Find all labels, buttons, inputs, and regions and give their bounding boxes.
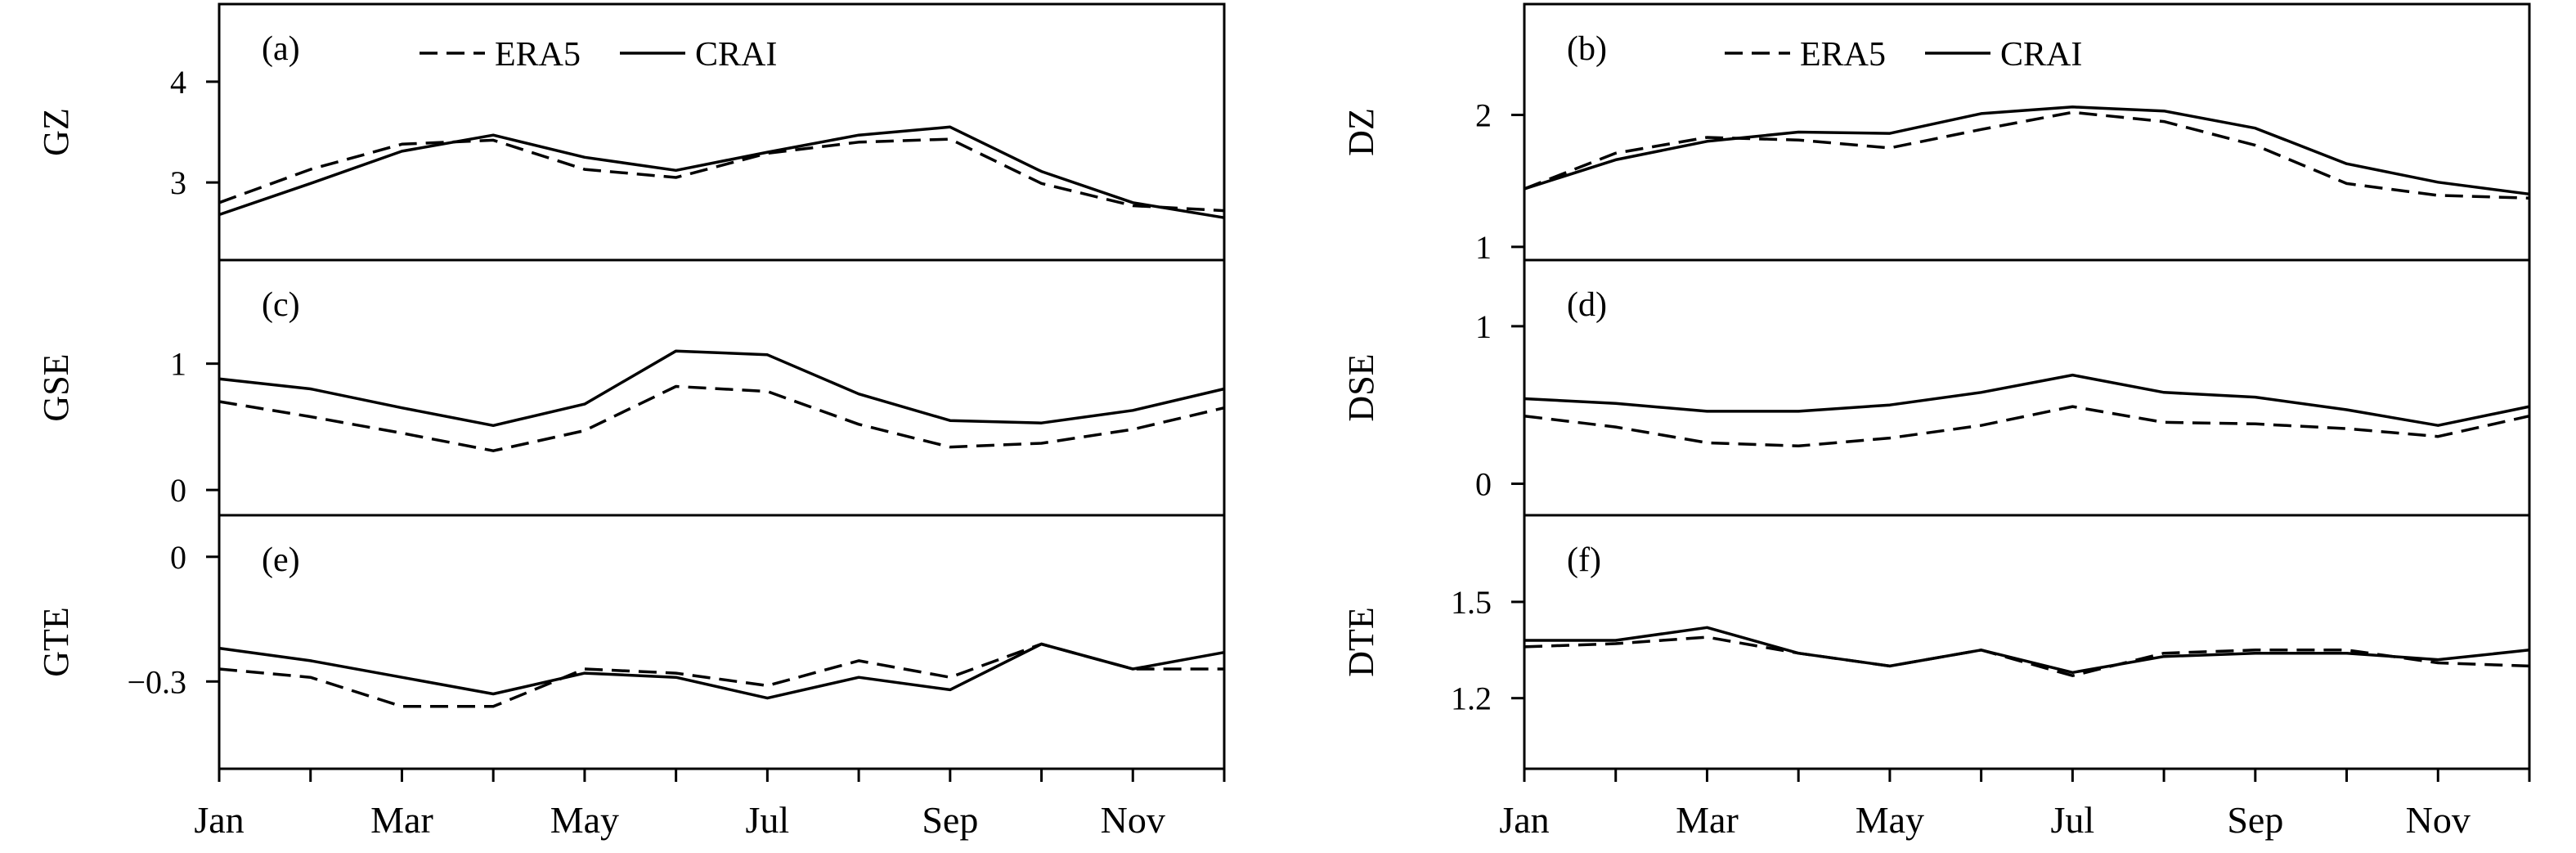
- x-tick-label: Jul: [746, 799, 790, 841]
- panel-label: (d): [1567, 286, 1607, 324]
- legend-label: CRAI: [2000, 36, 2082, 74]
- x-tick-label: Sep: [2227, 799, 2283, 841]
- y-tick-label: 2: [1475, 97, 1492, 134]
- legend: ERA5 CRAI: [1725, 36, 2082, 74]
- x-tick-label: May: [1856, 799, 1924, 841]
- series-line-crai: [218, 642, 1225, 700]
- legend-item-crai: CRAI: [620, 36, 777, 74]
- series-line-era5: [1524, 110, 2530, 200]
- panel-d: 0 1 DSE (d): [1341, 258, 2530, 502]
- series-line-era5: [218, 384, 1225, 452]
- y-tick-label: 0: [170, 472, 186, 509]
- y-tick-label: 1: [170, 346, 186, 383]
- legend-label: ERA5: [1800, 36, 1886, 74]
- x-tick-label: Jul: [2051, 799, 2095, 841]
- series-line-crai: [218, 125, 1225, 219]
- y-axis-label: DZ: [1341, 108, 1381, 156]
- legend-item-era5: ERA5: [1725, 36, 1886, 74]
- x-tick-label: Jan: [194, 799, 244, 841]
- y-tick-label: 0: [170, 539, 186, 576]
- legend-label: ERA5: [495, 36, 581, 74]
- panel-label: (e): [262, 541, 300, 579]
- x-tick-label: Mar: [370, 799, 433, 841]
- chart-column-right: 1 2 DZ (b) ERA5 CRAI 0 1 DSE (d) 1.2 1.5 DTE (f) Jan Ma…: [1341, 2, 2531, 841]
- y-axis-label: DTE: [1341, 607, 1381, 677]
- x-tick-label: Sep: [922, 799, 978, 841]
- y-tick-label: 1.2: [1451, 680, 1492, 717]
- y-tick-label: 3: [170, 164, 186, 201]
- panel-f: 1.2 1.5 DTE (f): [1341, 514, 2530, 717]
- legend-item-era5: ERA5: [420, 36, 581, 74]
- y-tick-label: −0.3: [127, 663, 186, 700]
- y-axis-label: GTE: [36, 607, 76, 677]
- panel-a: 3 4 GZ (a) ERA5 CRAI: [36, 30, 1225, 219]
- panel-label: (b): [1567, 30, 1607, 68]
- panel-b: 1 2 DZ (b) ERA5 CRAI: [1341, 30, 2530, 266]
- y-tick-label: 1: [1475, 308, 1492, 345]
- series-line-crai: [1524, 626, 2530, 675]
- y-axis-label: GZ: [36, 108, 76, 156]
- panel-e: −0.3 0 GTE (e): [36, 514, 1225, 708]
- series-line-crai: [1524, 106, 2530, 196]
- legend-label: CRAI: [695, 36, 777, 74]
- y-tick-label: 1: [1475, 229, 1492, 266]
- y-axis-label: DSE: [1341, 353, 1381, 421]
- y-axis-label: GSE: [36, 353, 76, 421]
- y-tick-label: 4: [170, 64, 186, 101]
- series-line-crai: [218, 349, 1225, 428]
- x-tick-label: Jan: [1499, 799, 1549, 841]
- axes-frame: [1523, 2, 2531, 770]
- x-tick-label: May: [550, 799, 619, 841]
- x-axis: Jan Mar May Jul Sep Nov: [194, 769, 1226, 841]
- series-line-crai: [1524, 373, 2530, 427]
- series-line-era5: [218, 137, 1225, 213]
- panel-c: 0 1 GSE (c): [36, 258, 1225, 509]
- x-tick-label: Nov: [1101, 799, 1165, 841]
- series-line-era5: [1524, 405, 2530, 448]
- panel-label: (c): [262, 286, 300, 324]
- axes-frame: [218, 2, 1226, 770]
- x-axis: Jan Mar May Jul Sep Nov: [1499, 769, 2531, 841]
- x-tick-label: Nov: [2406, 799, 2471, 841]
- chart-column-left: 3 4 GZ (a) ERA5 CRAI 0 1 GSE (c) −0.3 0 GTE (e) Jan Mar…: [36, 2, 1226, 841]
- panel-label: (a): [262, 30, 300, 68]
- x-tick-label: Mar: [1676, 799, 1739, 841]
- series-line-era5: [1524, 635, 2530, 677]
- panel-label: (f): [1567, 541, 1601, 579]
- legend-item-crai: CRAI: [1925, 36, 2082, 74]
- y-tick-label: 0: [1475, 465, 1492, 502]
- y-tick-label: 1.5: [1451, 584, 1492, 621]
- legend: ERA5 CRAI: [420, 36, 777, 74]
- series-line-era5: [218, 642, 1224, 708]
